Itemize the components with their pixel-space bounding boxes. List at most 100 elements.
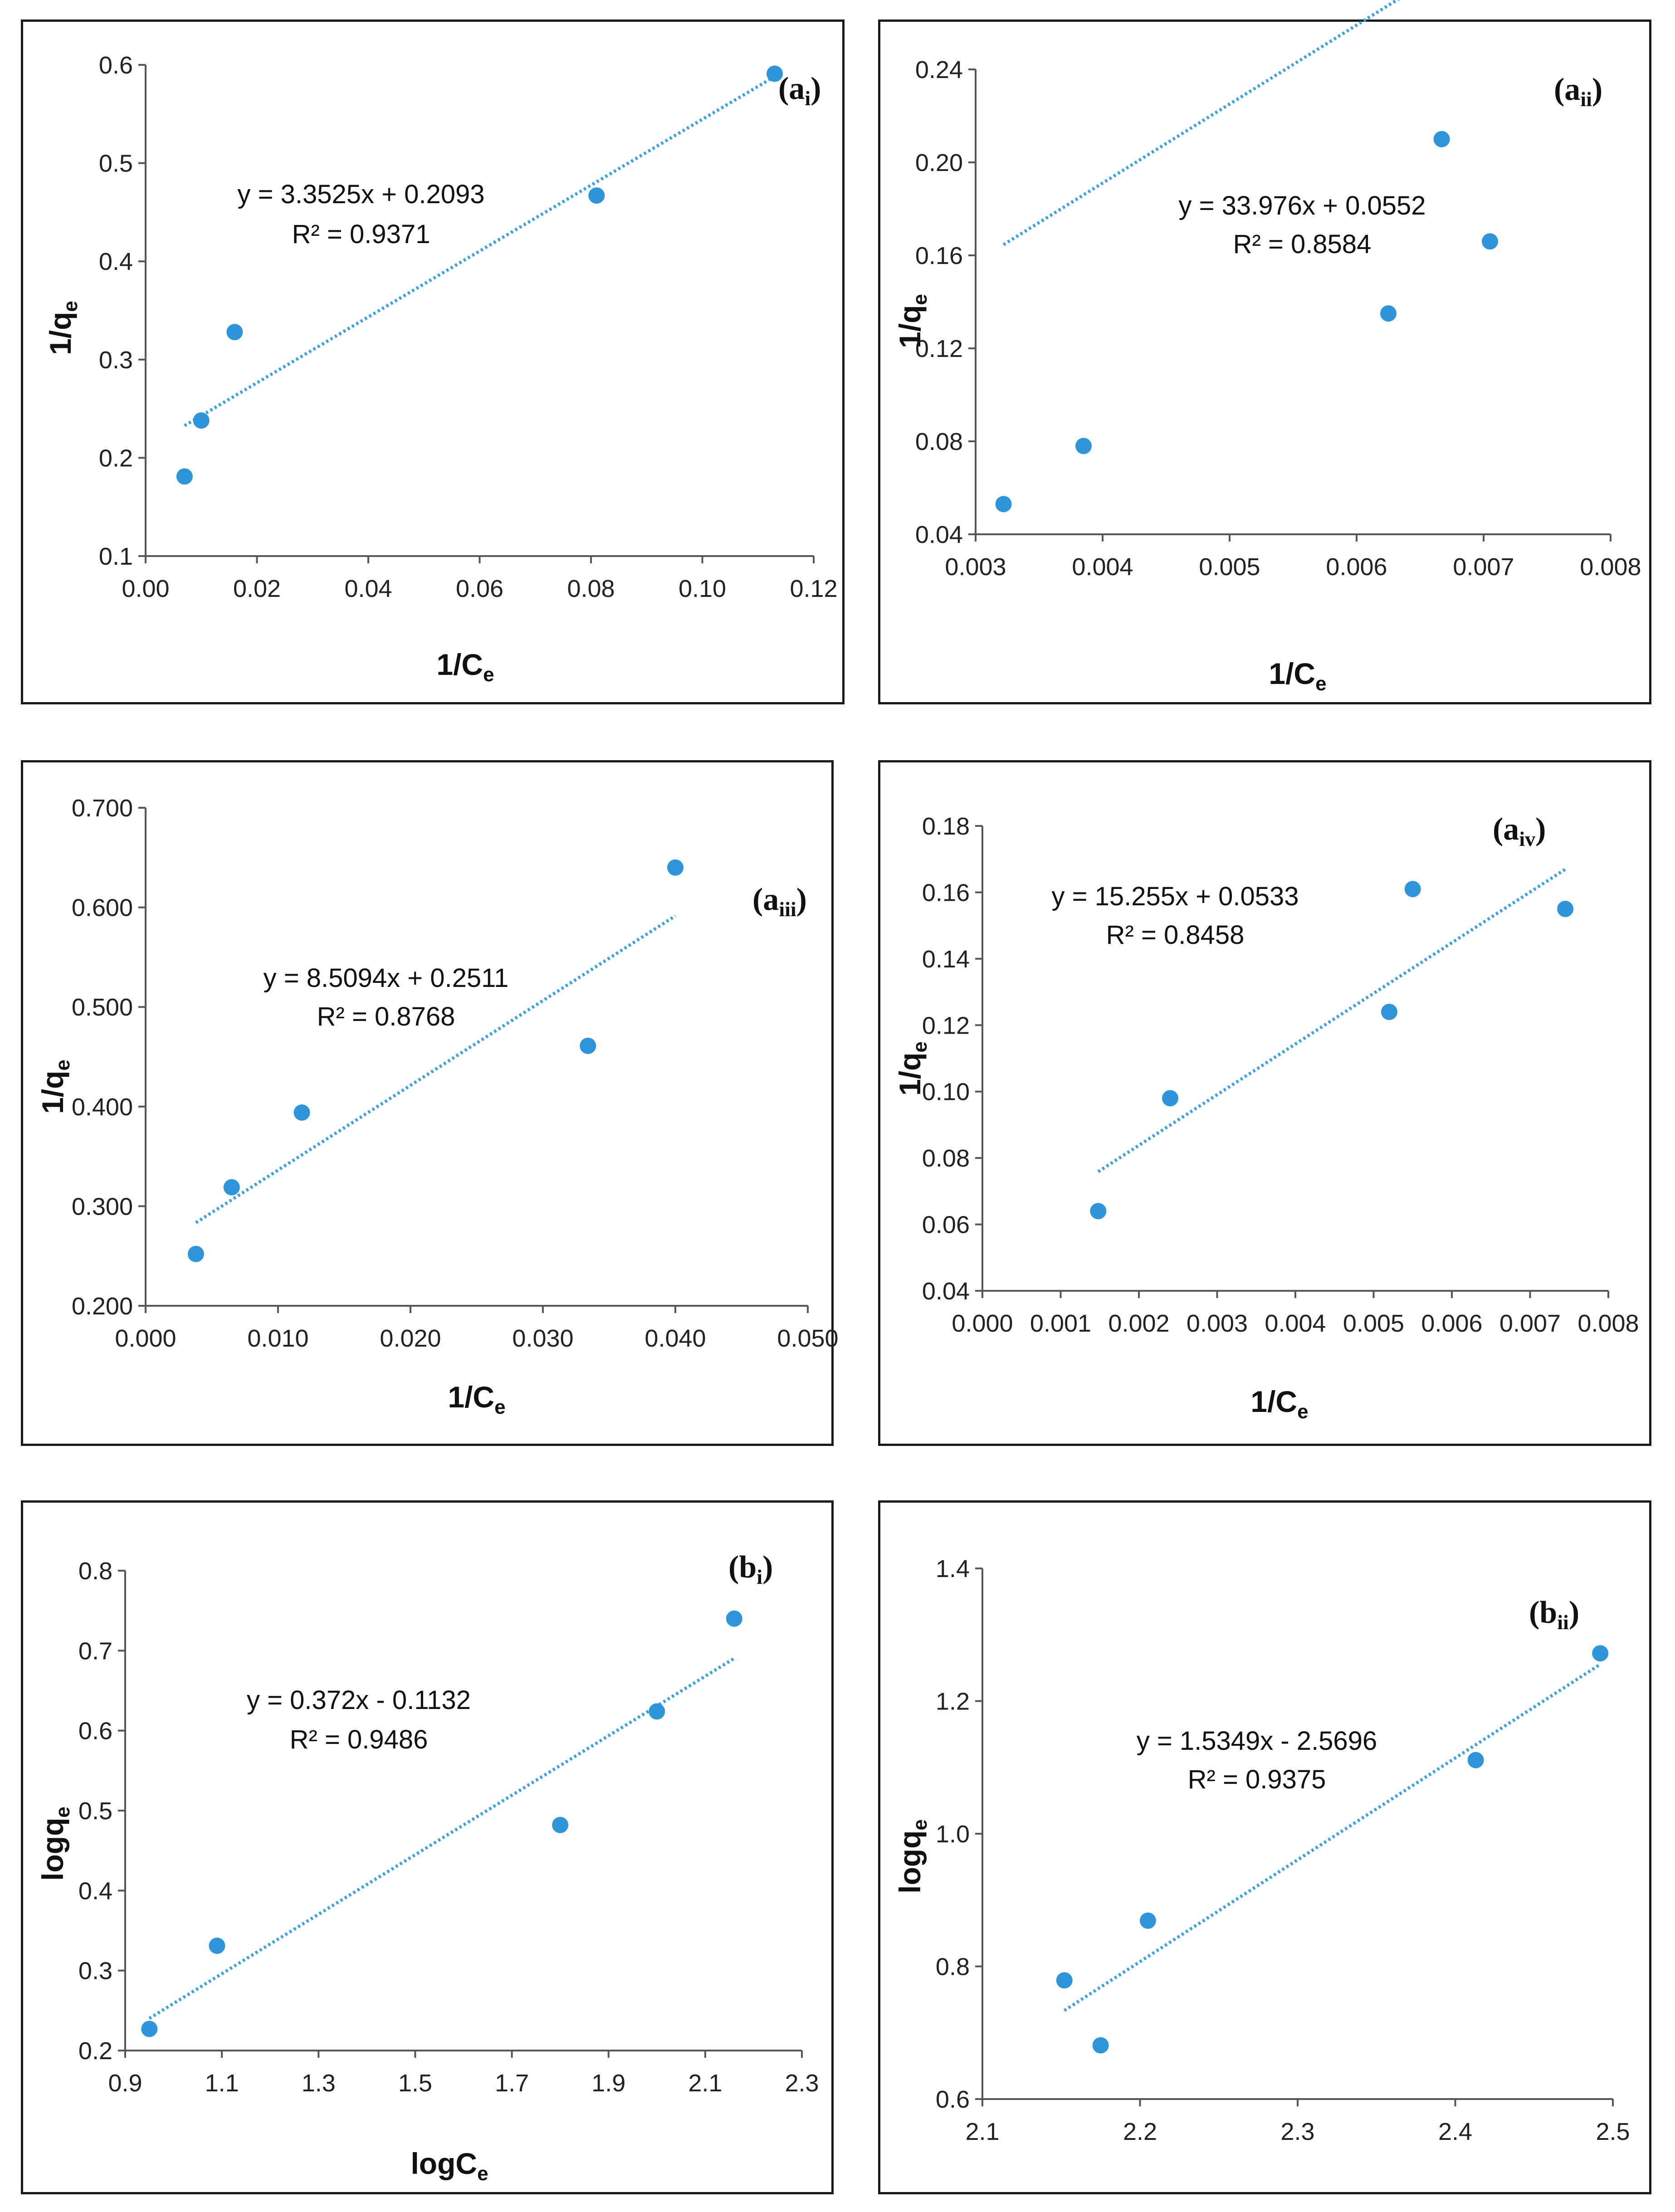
x-tick-label: 0.06	[456, 575, 503, 602]
y-tick-label: 0.4	[99, 248, 133, 275]
x-tick-label: 2.5	[1596, 2118, 1630, 2145]
trendline	[1097, 868, 1567, 1173]
y-tick-label: 0.600	[72, 894, 133, 922]
data-point	[1380, 305, 1397, 322]
y-tick-label: 0.6	[936, 2086, 970, 2113]
x-axis-label: 1/Ce	[436, 648, 494, 686]
data-point	[1482, 233, 1498, 250]
x-tick-label: 0.001	[1030, 1310, 1091, 1337]
y-tick-label: 0.5	[99, 150, 133, 177]
trendline-equation: y = 3.3525x + 0.2093	[238, 180, 485, 209]
data-point	[588, 187, 605, 204]
x-tick-label: 0.010	[247, 1325, 308, 1352]
r-squared-label: R² = 0.9371	[292, 220, 430, 249]
chart-ai: 0.1 0.2 0.3 0.4 0.5 0.6 0.00 0.02 0.04 0.06 0.08 0.…	[44, 52, 838, 686]
x-tick-label: 2.1	[965, 2118, 999, 2145]
data-point	[293, 1104, 310, 1121]
chart-ai-ticks: 0.1 0.2 0.3 0.4 0.5 0.6 0.00 0.02 0.04 0.06 0.08 0.…	[99, 52, 838, 602]
x-tick-label: 0.004	[1265, 1310, 1326, 1337]
data-point	[995, 496, 1012, 513]
y-tick-label: 0.12	[915, 335, 963, 362]
data-point	[1557, 901, 1574, 918]
x-tick-label: 0.007	[1499, 1310, 1561, 1337]
y-axis-label: 1/qe	[44, 301, 82, 355]
y-tick-label: 0.16	[922, 879, 970, 906]
x-axis-label: 1/Ce	[448, 1380, 505, 1418]
x-tick-label: 0.04	[344, 575, 392, 602]
data-point	[1075, 438, 1092, 454]
y-tick-label: 0.08	[915, 428, 963, 455]
data-point	[1162, 1090, 1178, 1107]
y-tick-label: 0.200	[72, 1293, 133, 1320]
data-point	[209, 1938, 225, 1954]
y-axis-label: 1/qe	[893, 294, 931, 348]
x-tick-label: 1.9	[591, 2070, 625, 2097]
chart-bii: 0.6 0.8 1.0 1.2 1.4 2.1 2.2 2.3 2.4 2.5 logqe y =…	[893, 1555, 1630, 2145]
data-point	[176, 468, 193, 485]
r-squared-label: R² = 0.8584	[1233, 230, 1372, 259]
data-point	[726, 1610, 742, 1627]
chart-aii-ticks: 0.04 0.08 0.12 0.16 0.20 0.24 0.003 0.004 0.005 0…	[915, 56, 1641, 581]
x-tick-label: 2.3	[1280, 2118, 1314, 2145]
y-tick-label: 0.700	[72, 795, 133, 822]
y-tick-label: 0.2	[78, 2037, 112, 2065]
x-tick-label: 0.000	[115, 1325, 176, 1352]
data-point	[580, 1037, 596, 1054]
y-tick-label: 0.2	[99, 444, 133, 472]
data-point	[187, 1245, 204, 1262]
chart-ai-points	[176, 65, 783, 485]
chart-bi: 0.2 0.3 0.4 0.5 0.6 0.7 0.8 0.9 1.1 1.3 1.5 1.7 1.9 2…	[36, 1550, 819, 2185]
y-tick-label: 0.10	[922, 1079, 970, 1106]
data-point	[1092, 2037, 1109, 2054]
x-tick-label: 0.040	[645, 1325, 706, 1352]
x-tick-label: 0.003	[945, 553, 1006, 581]
data-point	[1139, 1912, 1156, 1929]
x-tick-label: 1.3	[302, 2070, 336, 2097]
y-tick-label: 0.14	[922, 946, 970, 973]
y-tick-label: 0.6	[99, 52, 133, 79]
y-tick-label: 0.20	[915, 149, 963, 176]
trendline	[1002, 0, 1400, 246]
x-tick-label: 0.006	[1421, 1310, 1482, 1337]
chart-panel-aii: 0.04 0.08 0.12 0.16 0.20 0.24 0.003 0.004 0.005 0…	[878, 0, 1651, 704]
x-tick-label: 0.005	[1199, 553, 1260, 581]
chart-aiii-axes	[145, 808, 808, 1307]
x-tick-label: 0.008	[1577, 1310, 1639, 1337]
chart-bii-trendline	[1063, 1663, 1602, 2012]
r-squared-label: R² = 0.8458	[1106, 920, 1245, 950]
x-tick-label: 1.5	[398, 2070, 432, 2097]
trendline	[195, 914, 676, 1224]
chart-bi-ticks: 0.2 0.3 0.4 0.5 0.6 0.7 0.8 0.9 1.1 1.3 1.5 1.7 1.9 2…	[78, 1558, 819, 2097]
x-tick-label: 0.007	[1453, 553, 1514, 581]
chart-bi-points	[141, 1610, 742, 2037]
x-tick-label: 0.004	[1072, 553, 1133, 581]
trendline-equation: y = 33.976x + 0.0552	[1179, 191, 1426, 220]
trendline-equation: y = 15.255x + 0.0533	[1052, 882, 1299, 911]
chart-aii-trendline	[1002, 0, 1400, 246]
r-squared-label: R² = 0.8768	[317, 1002, 455, 1031]
chart-aiv-ticks: 0.04 0.06 0.08 0.10 0.12 0.14 0.16 0.18 0.000 0.0…	[922, 813, 1639, 1337]
x-axis-label: 1/Ce	[1250, 1385, 1308, 1423]
x-tick-label: 0.00	[122, 575, 169, 602]
x-tick-label: 0.030	[512, 1325, 573, 1352]
y-tick-label: 0.18	[922, 813, 970, 840]
x-tick-label: 2.2	[1123, 2118, 1157, 2145]
trendline	[184, 75, 776, 427]
panel-label: (bii)	[1529, 1595, 1579, 1634]
data-point	[1592, 1645, 1609, 1662]
y-tick-label: 0.04	[922, 1278, 970, 1305]
x-tick-label: 0.12	[790, 575, 837, 602]
y-tick-label: 0.6	[78, 1718, 112, 1745]
data-point	[1381, 1004, 1397, 1020]
panel-label: (aiv)	[1493, 812, 1546, 850]
chart-bii-ticks: 0.6 0.8 1.0 1.2 1.4 2.1 2.2 2.3 2.4 2.5	[936, 1555, 1630, 2145]
y-tick-label: 0.3	[78, 1958, 112, 1985]
r-squared-label: R² = 0.9486	[290, 1725, 428, 1754]
y-axis-label: logqe	[893, 1819, 931, 1894]
trendline	[1063, 1663, 1602, 2012]
y-tick-label: 0.300	[72, 1193, 133, 1220]
x-tick-label: 0.008	[1580, 553, 1641, 581]
y-axis-label: logqe	[36, 1807, 74, 1881]
x-tick-label: 0.000	[952, 1310, 1013, 1337]
y-tick-label: 1.4	[936, 1555, 970, 1582]
